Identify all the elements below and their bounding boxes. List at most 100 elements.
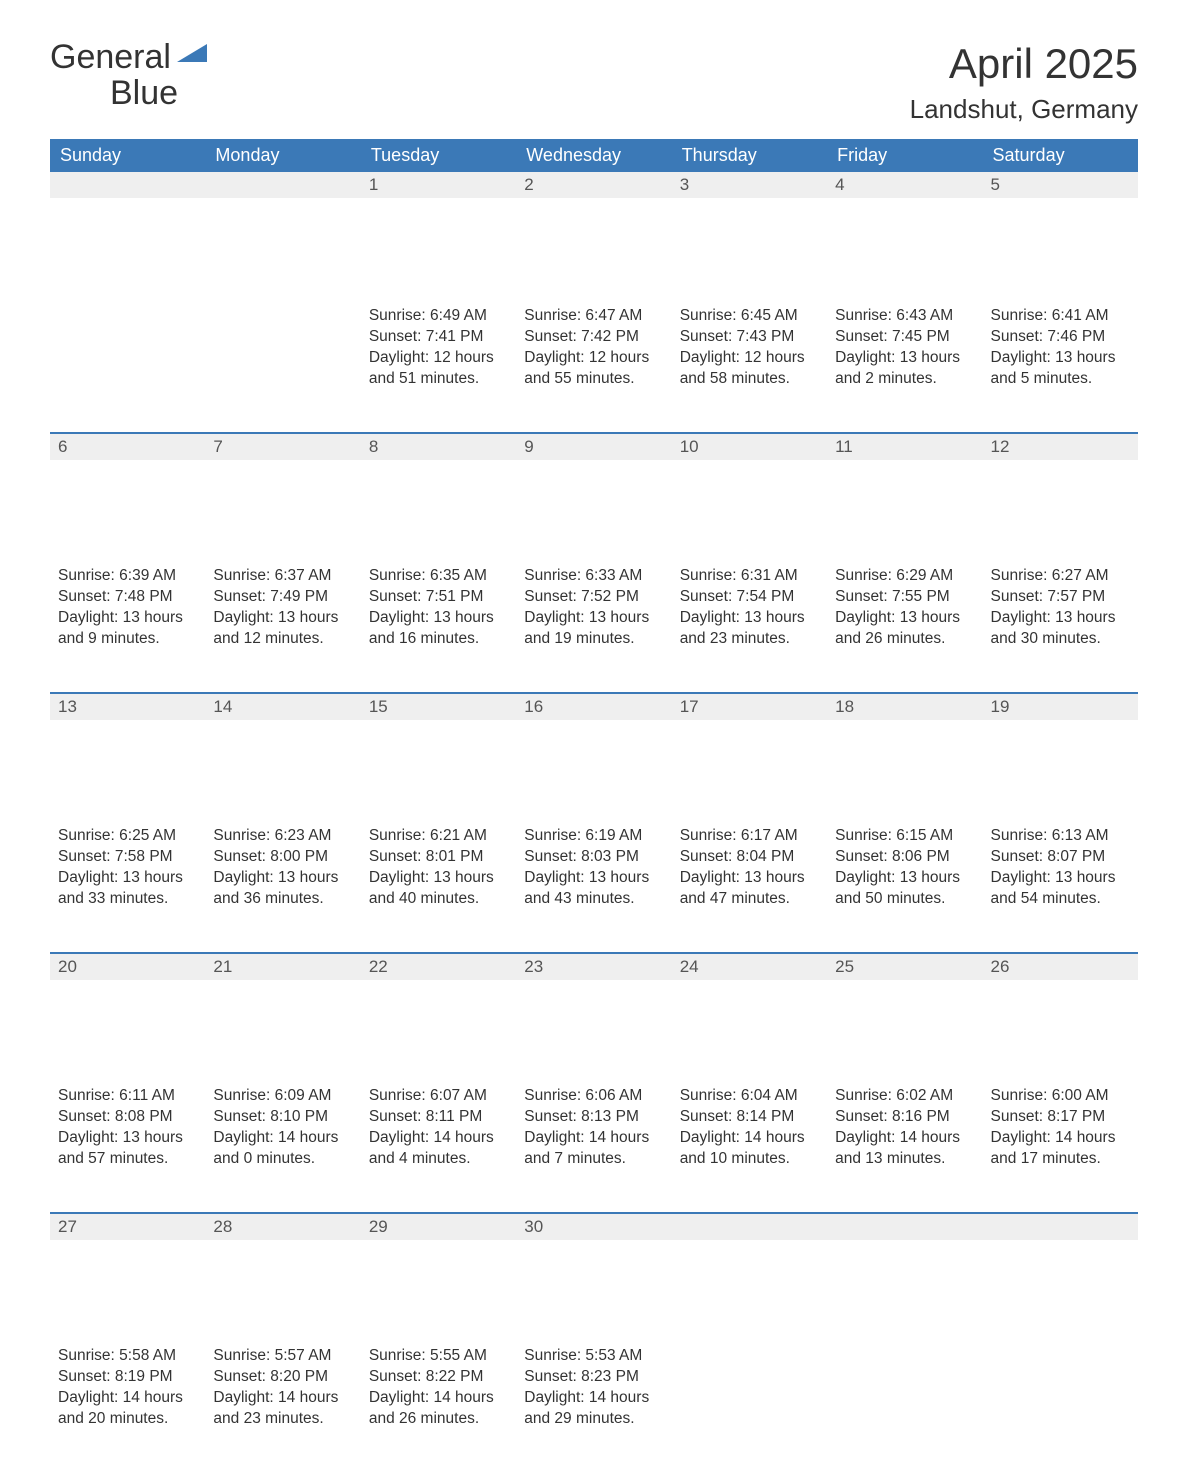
- sunset-text: Sunset: 8:07 PM: [991, 847, 1130, 868]
- day-cell-header: 17: [672, 692, 827, 822]
- day-cell-header: 1: [361, 172, 516, 302]
- sunset-text: Sunset: 7:57 PM: [991, 587, 1130, 608]
- daylight-text-2: and 9 minutes.: [58, 629, 197, 650]
- daylight-text-2: and 23 minutes.: [680, 629, 819, 650]
- day-details: Sunrise: 6:27 AMSunset: 7:57 PMDaylight:…: [983, 562, 1138, 660]
- daylight-text-1: Daylight: 14 hours: [213, 1388, 352, 1409]
- day-cell-header: 9: [516, 432, 671, 562]
- daylight-text-2: and 2 minutes.: [835, 369, 974, 390]
- day-cell-body: Sunrise: 6:15 AMSunset: 8:06 PMDaylight:…: [827, 822, 982, 952]
- day-number: 28: [205, 1212, 360, 1240]
- weekday-header: Friday: [827, 139, 982, 172]
- day-cell-header: 16: [516, 692, 671, 822]
- daylight-text-1: Daylight: 14 hours: [680, 1128, 819, 1149]
- day-cell-header: 7: [205, 432, 360, 562]
- sunrise-text: Sunrise: 6:09 AM: [213, 1086, 352, 1107]
- daylight-text-1: Daylight: 13 hours: [369, 608, 508, 629]
- day-cell-header: 3: [672, 172, 827, 302]
- day-cell-body: Sunrise: 5:55 AMSunset: 8:22 PMDaylight:…: [361, 1342, 516, 1472]
- logo-text-line1: General: [50, 38, 171, 76]
- daynum-row: 12345: [50, 172, 1138, 302]
- daylight-text-1: Daylight: 14 hours: [369, 1128, 508, 1149]
- day-cell-body: Sunrise: 6:31 AMSunset: 7:54 PMDaylight:…: [672, 562, 827, 692]
- daylight-text-1: Daylight: 12 hours: [524, 348, 663, 369]
- sunset-text: Sunset: 8:03 PM: [524, 847, 663, 868]
- sunset-text: Sunset: 8:19 PM: [58, 1367, 197, 1388]
- sunset-text: Sunset: 8:14 PM: [680, 1107, 819, 1128]
- sunset-text: Sunset: 8:13 PM: [524, 1107, 663, 1128]
- day-cell-body: Sunrise: 6:47 AMSunset: 7:42 PMDaylight:…: [516, 302, 671, 432]
- sunrise-text: Sunrise: 6:27 AM: [991, 566, 1130, 587]
- day-cell-header: 26: [983, 952, 1138, 1082]
- day-body-row: Sunrise: 5:58 AMSunset: 8:19 PM Daylight:…: [50, 1342, 1138, 1472]
- weekday-header: Monday: [205, 139, 360, 172]
- day-details: Sunrise: 6:35 AMSunset: 7:51 PMDaylight:…: [361, 562, 516, 660]
- day-cell-body: Sunrise: 5:57 AMSunset: 8:20 PMDaylight:…: [205, 1342, 360, 1472]
- day-number: 17: [672, 692, 827, 720]
- sunset-text: Sunset: 7:41 PM: [369, 327, 508, 348]
- daylight-text-1: Daylight: 14 hours: [835, 1128, 974, 1149]
- day-details: Sunrise: 6:37 AMSunset: 7:49 PMDaylight:…: [205, 562, 360, 660]
- day-cell-body: Sunrise: 6:33 AMSunset: 7:52 PMDaylight:…: [516, 562, 671, 692]
- day-cell-header: 2: [516, 172, 671, 302]
- day-details: [983, 1342, 1138, 1356]
- daylight-text-2: and 16 minutes.: [369, 629, 508, 650]
- daylight-text-2: and 36 minutes.: [213, 889, 352, 910]
- sunrise-text: Sunrise: 6:41 AM: [991, 306, 1130, 327]
- day-cell-header: 14: [205, 692, 360, 822]
- day-details: Sunrise: 6:43 AMSunset: 7:45 PMDaylight:…: [827, 302, 982, 400]
- daylight-text-2: and 58 minutes.: [680, 369, 819, 390]
- daylight-text-2: and 55 minutes.: [524, 369, 663, 390]
- sunrise-text: Sunrise: 5:58 AM: [58, 1346, 197, 1367]
- day-details: Sunrise: 6:07 AMSunset: 8:11 PMDaylight:…: [361, 1082, 516, 1180]
- sunset-text: Sunset: 8:23 PM: [524, 1367, 663, 1388]
- day-number: 14: [205, 692, 360, 720]
- day-details: Sunrise: 5:58 AMSunset: 8:19 PMDaylight:…: [50, 1342, 205, 1440]
- day-details: Sunrise: 6:39 AMSunset: 7:48 PMDaylight:…: [50, 562, 205, 660]
- daylight-text-1: Daylight: 13 hours: [213, 608, 352, 629]
- day-cell-body: Sunrise: 6:11 AMSunset: 8:08 PMDaylight:…: [50, 1082, 205, 1212]
- sunset-text: Sunset: 7:48 PM: [58, 587, 197, 608]
- day-cell-body: Sunrise: 6:41 AMSunset: 7:46 PMDaylight:…: [983, 302, 1138, 432]
- day-cell-body: [50, 302, 205, 432]
- day-cell-header: 8: [361, 432, 516, 562]
- day-details: [205, 302, 360, 316]
- daylight-text-2: and 43 minutes.: [524, 889, 663, 910]
- daylight-text-2: and 4 minutes.: [369, 1149, 508, 1170]
- daynum-row: 27282930: [50, 1212, 1138, 1342]
- day-cell-header: 11: [827, 432, 982, 562]
- day-number: 4: [827, 172, 982, 198]
- sunset-text: Sunset: 8:11 PM: [369, 1107, 508, 1128]
- day-cell-header: 20: [50, 952, 205, 1082]
- day-number: 1: [361, 172, 516, 198]
- day-details: Sunrise: 6:09 AMSunset: 8:10 PMDaylight:…: [205, 1082, 360, 1180]
- sunset-text: Sunset: 7:45 PM: [835, 327, 974, 348]
- day-cell-header: 22: [361, 952, 516, 1082]
- daylight-text-1: Daylight: 13 hours: [680, 608, 819, 629]
- day-cell-body: Sunrise: 6:39 AMSunset: 7:48 PMDaylight:…: [50, 562, 205, 692]
- day-cell-body: Sunrise: 6:06 AMSunset: 8:13 PMDaylight:…: [516, 1082, 671, 1212]
- day-cell-header: 27: [50, 1212, 205, 1342]
- daynum-row: 13141516171819: [50, 692, 1138, 822]
- sunrise-text: Sunrise: 5:57 AM: [213, 1346, 352, 1367]
- daylight-text-1: Daylight: 13 hours: [991, 868, 1130, 889]
- day-cell-body: Sunrise: 6:49 AMSunset: 7:41 PMDaylight:…: [361, 302, 516, 432]
- weekday-header: Thursday: [672, 139, 827, 172]
- day-number: 18: [827, 692, 982, 720]
- sunset-text: Sunset: 8:17 PM: [991, 1107, 1130, 1128]
- daylight-text-1: Daylight: 13 hours: [58, 608, 197, 629]
- daylight-text-2: and 50 minutes.: [835, 889, 974, 910]
- day-details: Sunrise: 6:33 AMSunset: 7:52 PMDaylight:…: [516, 562, 671, 660]
- daylight-text-2: and 17 minutes.: [991, 1149, 1130, 1170]
- sunrise-text: Sunrise: 6:39 AM: [58, 566, 197, 587]
- day-cell-body: [983, 1342, 1138, 1472]
- daylight-text-1: Daylight: 13 hours: [991, 348, 1130, 369]
- daylight-text-2: and 51 minutes.: [369, 369, 508, 390]
- sunset-text: Sunset: 8:22 PM: [369, 1367, 508, 1388]
- calendar-page: General Blue April 2025 Landshut, German…: [0, 0, 1188, 918]
- day-cell-header: 29: [361, 1212, 516, 1342]
- daylight-text-1: Daylight: 12 hours: [680, 348, 819, 369]
- day-details: Sunrise: 6:17 AMSunset: 8:04 PMDaylight:…: [672, 822, 827, 920]
- day-details: [672, 1342, 827, 1356]
- day-body-row: Sunrise: 6:25 AMSunset: 7:58 PMDaylight:…: [50, 822, 1138, 952]
